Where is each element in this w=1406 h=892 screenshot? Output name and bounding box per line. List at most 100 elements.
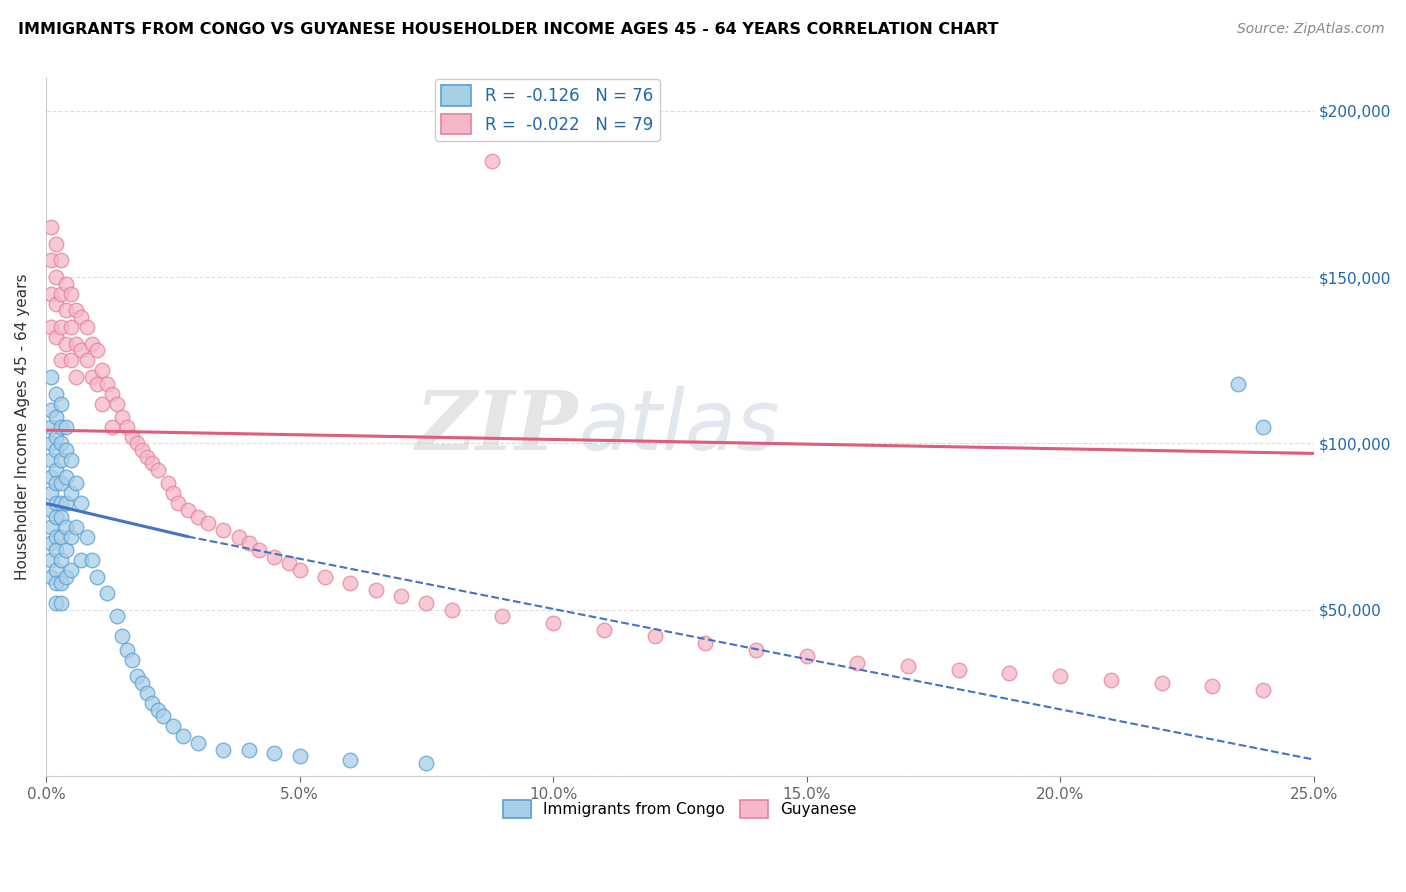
Point (162, 719, 184, 733)
Point (45, 430, 67, 444)
Point (80, 336, 103, 351)
Point (39, 536, 62, 550)
Point (51, 320, 73, 334)
Text: atlas: atlas (578, 386, 780, 467)
Point (45, 509, 67, 524)
Point (60, 320, 83, 334)
Legend: Immigrants from Congo, Guyanese: Immigrants from Congo, Guyanese (498, 794, 862, 824)
Point (141, 457, 163, 471)
Point (90, 396, 112, 410)
Point (440, 603, 463, 617)
Point (80, 370, 103, 384)
Point (177, 503, 200, 517)
Point (96, 586, 118, 600)
Point (45, 443, 67, 458)
Point (39, 486, 62, 500)
Point (55, 277, 77, 291)
Point (51, 576, 73, 591)
Point (51, 596, 73, 610)
Point (212, 742, 235, 756)
Point (247, 542, 270, 557)
Point (278, 556, 301, 570)
Point (51, 396, 73, 410)
Point (481, 153, 503, 168)
Point (131, 676, 153, 690)
Point (212, 523, 235, 537)
Point (45, 409, 67, 424)
Point (136, 450, 159, 464)
Point (187, 509, 209, 524)
Point (51, 530, 73, 544)
Point (65, 519, 87, 533)
Point (1099, 673, 1122, 687)
Point (115, 419, 138, 434)
Point (39, 370, 62, 384)
Point (644, 629, 666, 643)
Point (288, 563, 311, 577)
Y-axis label: Householder Income Ages 45 - 64 years: Householder Income Ages 45 - 64 years (15, 274, 30, 580)
Point (263, 549, 285, 564)
Point (39, 503, 62, 517)
Point (55, 303, 77, 318)
Point (70, 310, 93, 324)
Point (45, 296, 67, 310)
Point (127, 436, 149, 450)
Point (796, 649, 818, 664)
Point (60, 486, 83, 500)
Point (998, 666, 1021, 681)
Point (60, 286, 83, 301)
Point (146, 703, 169, 717)
Point (695, 636, 717, 650)
Point (70, 553, 93, 567)
Point (55, 419, 77, 434)
Point (152, 709, 174, 723)
Point (51, 509, 73, 524)
Point (39, 469, 62, 483)
Point (101, 419, 124, 434)
Point (39, 419, 62, 434)
Point (156, 476, 179, 491)
Point (45, 386, 67, 401)
Point (288, 749, 311, 764)
Point (172, 729, 194, 743)
Point (45, 236, 67, 251)
Point (415, 756, 437, 770)
Point (197, 516, 219, 531)
Point (491, 609, 513, 624)
Point (45, 563, 67, 577)
Point (162, 486, 184, 500)
Point (55, 569, 77, 583)
Point (51, 553, 73, 567)
Point (101, 386, 124, 401)
Point (86, 376, 108, 391)
Point (39, 253, 62, 268)
Point (339, 752, 361, 766)
Point (55, 496, 77, 510)
Point (187, 736, 209, 750)
Point (55, 336, 77, 351)
Point (45, 542, 67, 557)
Point (136, 686, 159, 700)
Point (39, 286, 62, 301)
Point (51, 419, 73, 434)
Point (70, 343, 93, 358)
Point (1251, 682, 1274, 697)
Point (314, 569, 336, 583)
Text: Source: ZipAtlas.com: Source: ZipAtlas.com (1237, 22, 1385, 37)
Point (238, 536, 260, 550)
Text: ZIP: ZIP (416, 387, 578, 467)
Point (39, 569, 62, 583)
Point (541, 616, 564, 631)
Point (263, 746, 285, 760)
Point (39, 519, 62, 533)
Point (45, 330, 67, 344)
Point (111, 629, 134, 643)
Point (39, 220, 62, 235)
Point (948, 663, 970, 677)
Point (389, 590, 412, 604)
Point (1251, 419, 1274, 434)
Point (86, 569, 108, 583)
Point (415, 596, 437, 610)
Point (121, 430, 143, 444)
Point (111, 409, 134, 424)
